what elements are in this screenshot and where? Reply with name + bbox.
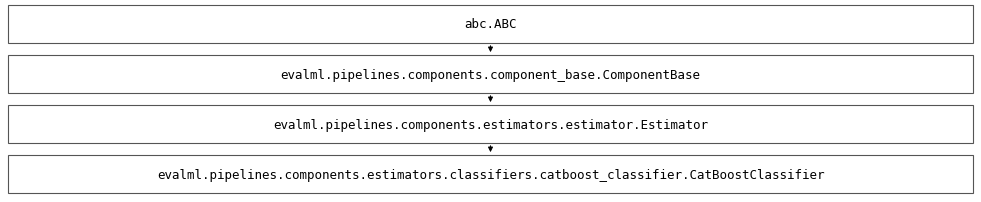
Bar <box>8 105 973 143</box>
Text: abc.ABC: abc.ABC <box>464 18 517 31</box>
Text: evalml.pipelines.components.estimators.estimator.Estimator: evalml.pipelines.components.estimators.e… <box>273 118 708 131</box>
Bar <box>8 155 973 193</box>
Bar <box>8 6 973 44</box>
Bar <box>8 56 973 94</box>
Text: evalml.pipelines.components.estimators.classifiers.catboost_classifier.CatBoostC: evalml.pipelines.components.estimators.c… <box>157 168 824 181</box>
Text: evalml.pipelines.components.component_base.ComponentBase: evalml.pipelines.components.component_ba… <box>281 68 700 81</box>
